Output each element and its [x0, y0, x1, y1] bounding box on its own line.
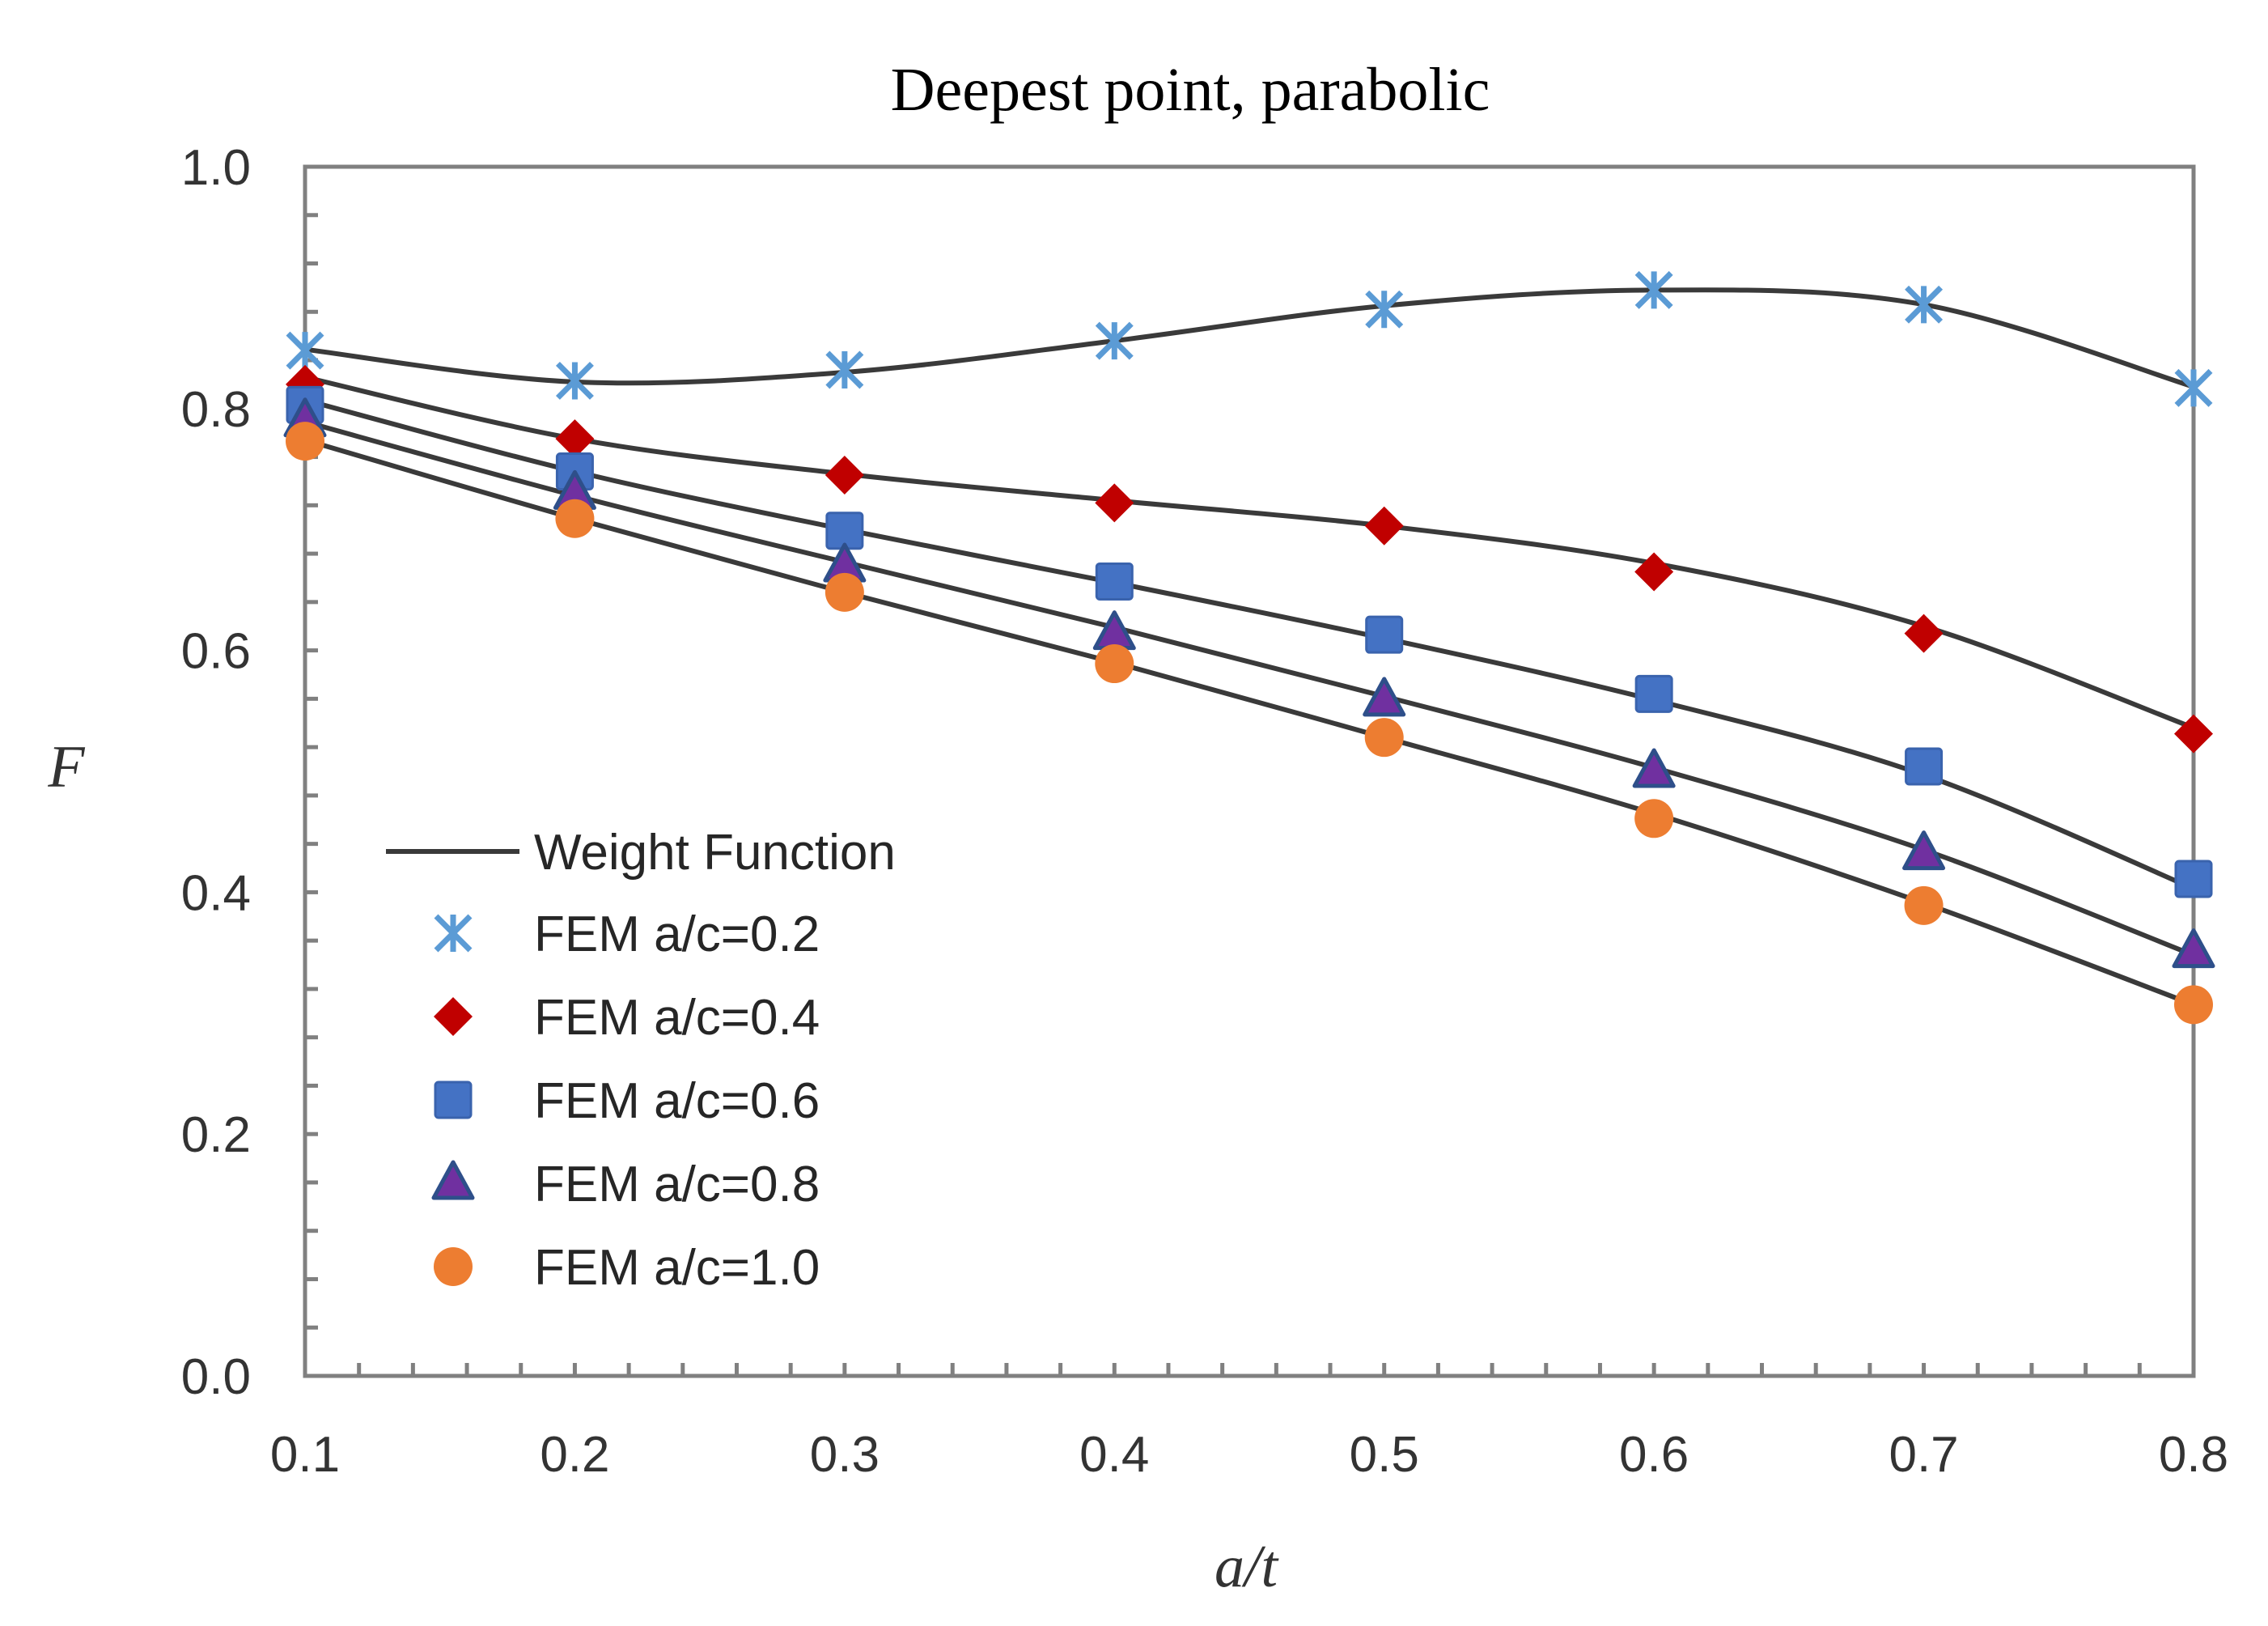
- y-axis-minor-ticks: [305, 213, 318, 1330]
- circle-data-point: [2174, 985, 2213, 1025]
- diamond-data-point: [1095, 483, 1134, 523]
- square-data-point: [1905, 747, 1944, 786]
- square-data-point: [1365, 615, 1404, 654]
- square-data-point: [2174, 860, 2213, 898]
- triangle-data-point: [1902, 830, 1946, 871]
- x-axis-tick-labels: 0.1 0.2 0.3 0.4 0.5 0.6 0.7 0.8: [270, 1427, 2228, 1483]
- diamond-data-point: [825, 455, 864, 495]
- x-tick-label: 0.5: [1350, 1427, 1419, 1483]
- circle-data-point: [1095, 644, 1134, 684]
- circle-data-point: [1364, 718, 1404, 758]
- y-axis-title: F: [47, 734, 85, 800]
- y-tick-label: 0.6: [181, 624, 251, 680]
- series-fem-a-c-0-4: [286, 364, 2213, 754]
- chart-title: Deepest point, parabolic: [891, 56, 1490, 124]
- legend-series-label: FEM a/c=0.4: [534, 990, 820, 1046]
- asterisk-data-point: [1095, 321, 1134, 360]
- y-tick-label: 0.0: [181, 1349, 251, 1405]
- asterisk-data-point: [1365, 290, 1404, 329]
- series-fem-a-c-0-2: [286, 270, 2213, 407]
- legend-diamond-marker: [434, 997, 473, 1036]
- legend-square-marker: [434, 1080, 473, 1119]
- asterisk-data-point: [1905, 285, 1944, 324]
- diamond-data-point: [1634, 552, 1674, 592]
- x-axis-minor-ticks: [357, 1363, 2142, 1376]
- x-tick-label: 0.7: [1889, 1427, 1958, 1483]
- triangle-data-point: [2172, 928, 2215, 969]
- asterisk-data-point: [555, 361, 594, 400]
- x-tick-label: 0.2: [540, 1427, 609, 1483]
- diamond-data-point: [555, 419, 595, 459]
- weight-function-curve: [304, 437, 2195, 1008]
- circle-data-point: [1634, 799, 1674, 838]
- legend-weight-function-label: Weight Function: [534, 825, 896, 881]
- circle-data-point: [825, 572, 864, 612]
- legend-circle-marker: [434, 1247, 473, 1286]
- circle-data-point: [286, 422, 324, 461]
- x-tick-label: 0.8: [2159, 1427, 2228, 1483]
- legend-series-entries: FEM a/c=0.2 FEM a/c=0.4 FEM a/c=0.6 FEM a/c…: [431, 906, 820, 1296]
- circle-data-point: [555, 499, 595, 538]
- y-tick-label: 1.0: [181, 140, 251, 196]
- legend-series-label: FEM a/c=1.0: [534, 1240, 820, 1296]
- diamond-data-point: [1904, 613, 1944, 653]
- square-data-point: [1095, 562, 1134, 601]
- weight-function-curve: [304, 375, 2195, 731]
- square-data-point: [1634, 674, 1673, 713]
- asterisk-data-point: [2174, 368, 2213, 407]
- legend-series-label: FEM a/c=0.8: [534, 1157, 820, 1212]
- triangle-data-point: [1363, 677, 1406, 717]
- weight-function-curve: [304, 397, 2195, 891]
- triangle-data-point: [1632, 748, 1676, 788]
- asterisk-data-point: [825, 350, 864, 389]
- x-axis-title: a/t: [1215, 1534, 1280, 1600]
- legend-triangle-marker: [431, 1160, 475, 1200]
- diamond-data-point: [1364, 506, 1404, 546]
- y-tick-label: 0.2: [181, 1107, 251, 1163]
- asterisk-data-point: [286, 331, 324, 370]
- x-tick-label: 0.3: [810, 1427, 880, 1483]
- diamond-data-point: [2174, 714, 2213, 754]
- y-axis-tick-labels: 0.0 0.2 0.4 0.6 0.8 1.0: [181, 140, 251, 1405]
- plot-area-frame: [303, 164, 2196, 1378]
- legend-series-label: FEM a/c=0.6: [534, 1073, 820, 1129]
- legend-series-label: FEM a/c=0.2: [534, 906, 820, 962]
- y-tick-label: 0.8: [181, 382, 251, 438]
- asterisk-data-point: [1634, 270, 1673, 309]
- weight-function-curve: [304, 287, 2194, 389]
- legend-asterisk-marker: [434, 914, 473, 953]
- fem-data-markers: [283, 270, 2215, 1025]
- y-tick-label: 0.4: [181, 865, 251, 921]
- series-fem-a-c-0-8: [283, 397, 2215, 969]
- x-tick-label: 0.6: [1619, 1427, 1689, 1483]
- x-tick-label: 0.4: [1079, 1427, 1149, 1483]
- weight-function-curves: [304, 287, 2195, 1008]
- circle-data-point: [1904, 885, 1944, 925]
- x-tick-label: 0.1: [270, 1427, 340, 1483]
- series-fem-a-c-1-0: [286, 422, 2213, 1025]
- weight-function-curve: [304, 419, 2195, 957]
